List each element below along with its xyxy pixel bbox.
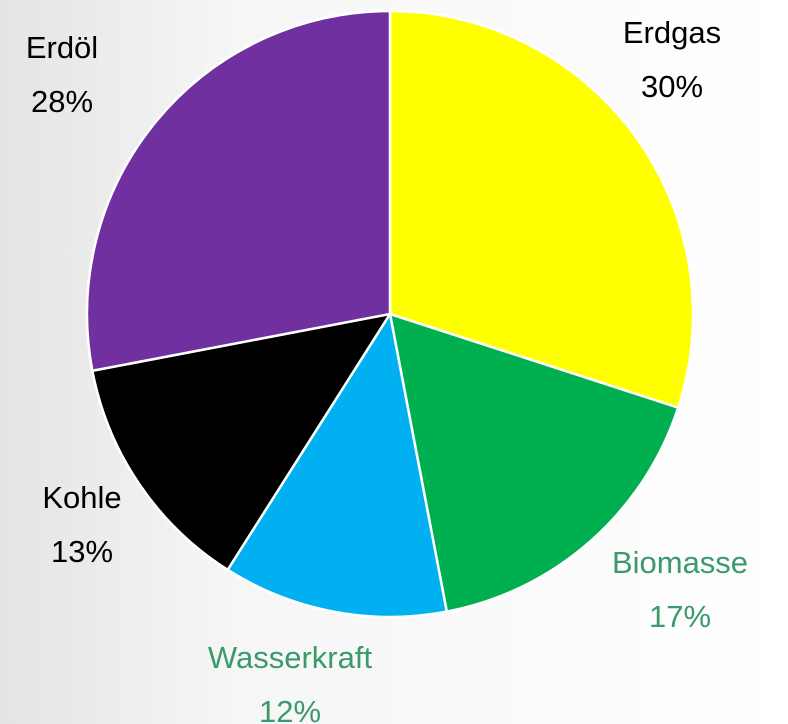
slice-value-label: 13% (51, 534, 113, 569)
slice-category-label: Erdöl (26, 30, 98, 65)
pie-slice (85, 9, 392, 373)
slice-category-label: Erdgas (623, 15, 721, 50)
slice-category-label: Kohle (42, 480, 121, 515)
pie-slice (388, 312, 680, 614)
slice-value-label: 17% (649, 599, 711, 634)
slice-category-label: Wasserkraft (208, 640, 373, 675)
slice-category-label: Biomasse (612, 545, 748, 580)
pie-slice (225, 310, 449, 619)
slice-value-label: 12% (259, 694, 321, 724)
pie-slice (90, 312, 393, 572)
slice-value-label: 28% (31, 84, 93, 119)
slice-value-label: 30% (641, 69, 703, 104)
pie-slice (388, 9, 695, 410)
